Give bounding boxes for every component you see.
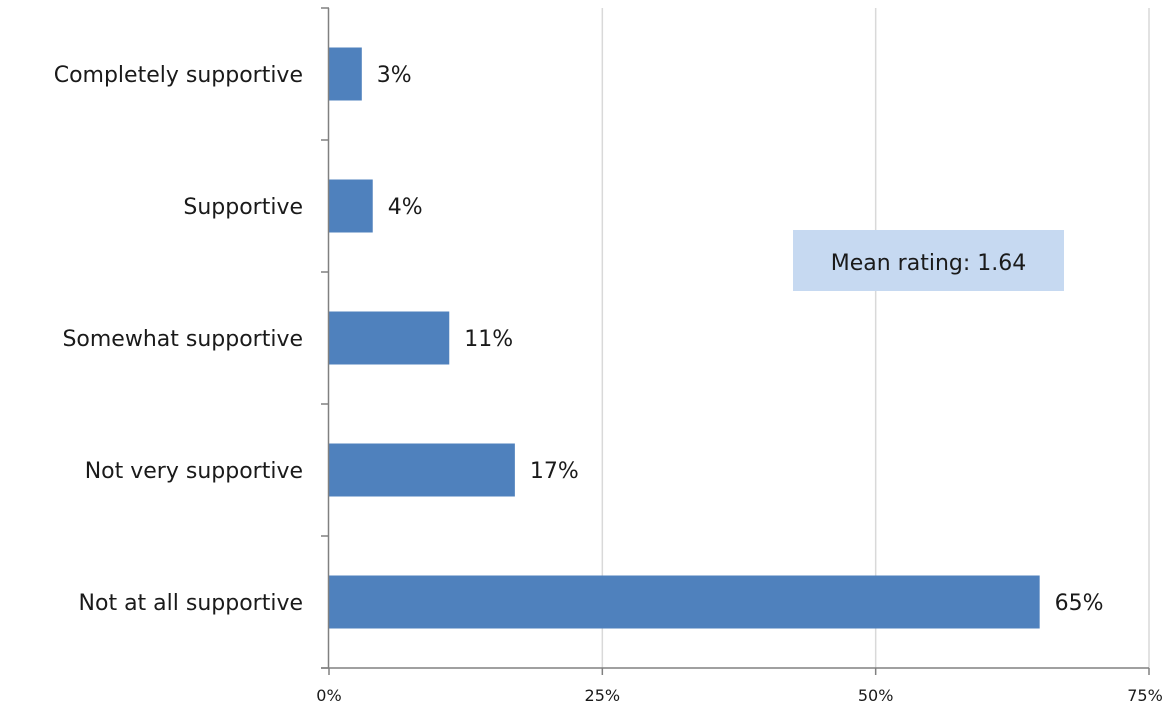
x-tick-label: 25% xyxy=(585,686,621,705)
axes xyxy=(321,7,1150,675)
bar xyxy=(329,443,515,497)
category-label: Not very supportive xyxy=(85,459,303,484)
bar xyxy=(329,179,373,233)
data-label: 11% xyxy=(464,327,513,352)
data-label: 17% xyxy=(530,459,579,484)
bar xyxy=(329,311,450,365)
x-tick-label: 50% xyxy=(858,686,894,705)
category-label: Completely supportive xyxy=(54,63,303,88)
category-label: Not at all supportive xyxy=(79,591,303,616)
annotation: Mean rating: 1.64 xyxy=(793,230,1064,291)
category-label: Somewhat supportive xyxy=(62,327,303,352)
x-tick-label: 0% xyxy=(316,686,341,705)
category-label: Supportive xyxy=(183,195,303,220)
bar xyxy=(329,575,1040,629)
x-tick-label: 75% xyxy=(1127,686,1163,705)
data-label: 3% xyxy=(377,63,412,88)
data-label: 65% xyxy=(1055,591,1104,616)
annotation-box xyxy=(793,230,1064,291)
labels: Completely supportive 3% Supportive 4% Somew… xyxy=(54,63,1163,705)
gridlines xyxy=(601,8,1150,668)
bar xyxy=(329,47,362,101)
data-label: 4% xyxy=(388,195,423,220)
bars xyxy=(329,47,1040,629)
annotation-text: Mean rating: 1.64 xyxy=(831,251,1027,276)
